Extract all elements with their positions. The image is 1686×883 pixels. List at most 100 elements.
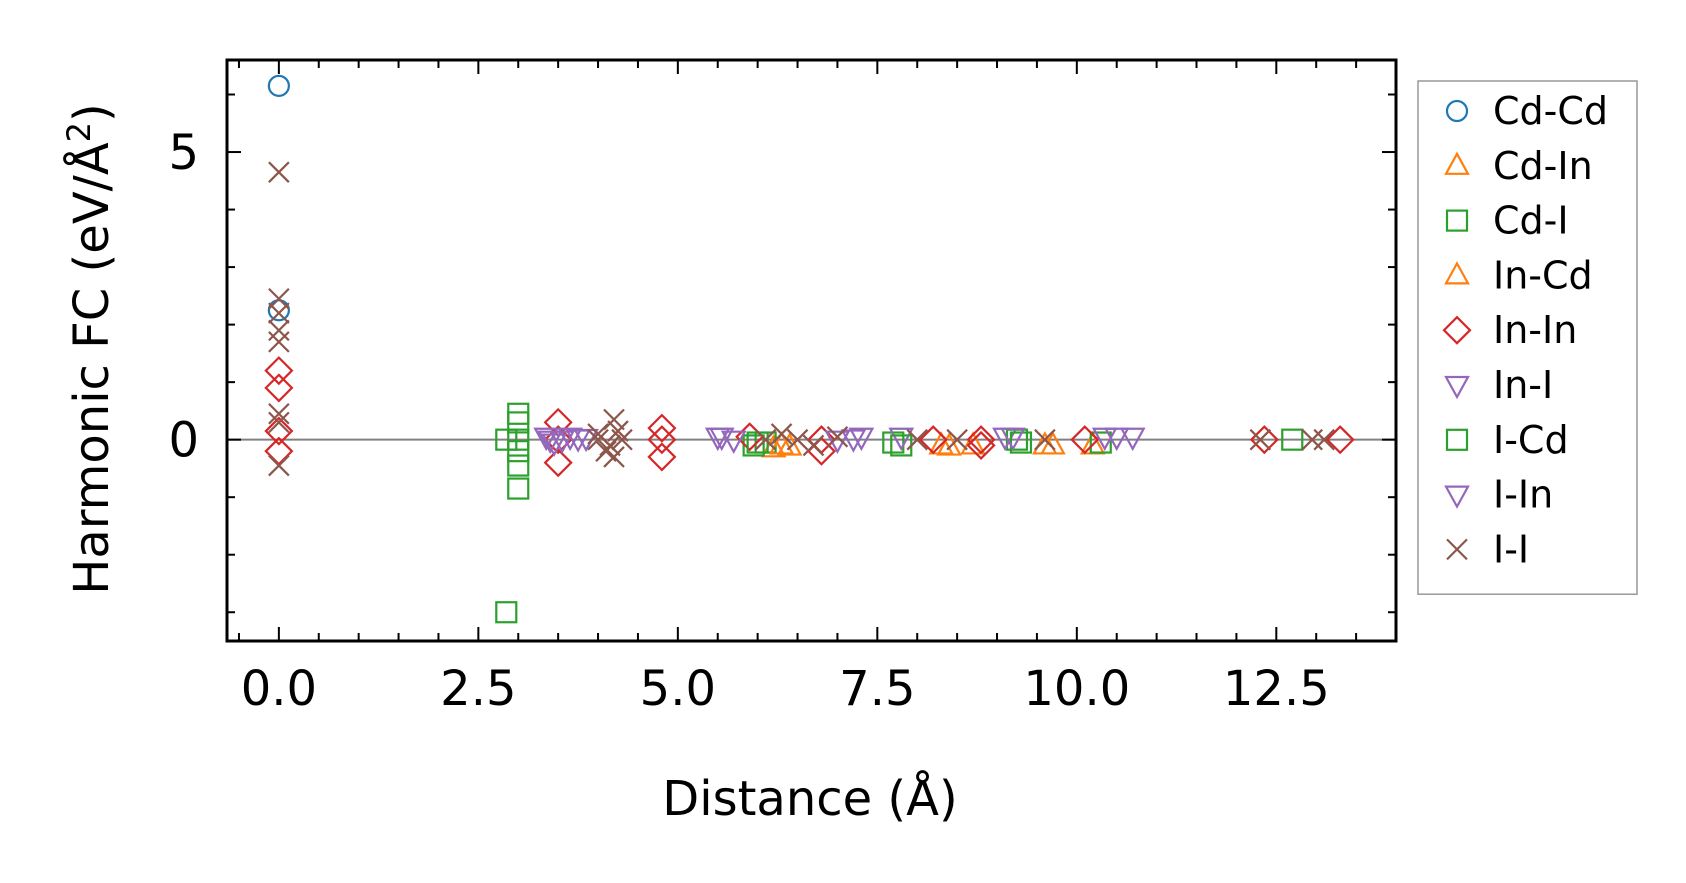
data-point [647, 413, 677, 443]
data-point [708, 427, 735, 452]
data-point [754, 428, 777, 451]
data-point [603, 408, 625, 431]
data-point [557, 427, 583, 452]
data-point [267, 299, 290, 322]
data-point [906, 428, 929, 451]
legend-marker [1445, 99, 1469, 123]
data-point [267, 74, 290, 97]
data-point [1070, 425, 1100, 455]
data-point [770, 423, 793, 445]
data-point [826, 426, 849, 448]
data-point [840, 429, 867, 453]
data-point [936, 432, 963, 456]
data-point [1325, 425, 1355, 455]
series-cd-i [495, 402, 1304, 624]
legend-marker [1444, 375, 1470, 400]
legend-marker [1444, 261, 1470, 285]
series-i-i [268, 161, 1335, 477]
data-point [888, 427, 915, 452]
data-point [607, 420, 629, 442]
legend-label: Cd-I [1493, 199, 1569, 243]
legend-marker [1444, 151, 1470, 175]
legend-entry: In-I [1444, 363, 1553, 407]
data-point [647, 442, 677, 472]
data-point [1040, 431, 1066, 455]
data-point [599, 434, 621, 457]
data-point [768, 431, 795, 455]
data-point [507, 428, 530, 451]
data-point [541, 433, 568, 457]
data-point [268, 302, 290, 324]
data-point [264, 416, 294, 446]
legend-box [1417, 80, 1638, 595]
data-point [533, 427, 560, 452]
data-point [507, 402, 530, 425]
series-cd-cd [267, 74, 290, 322]
data-point [507, 454, 530, 477]
data-point [495, 428, 518, 451]
y-axis-label-main: Harmonic FC (eV/Å [63, 142, 120, 595]
data-point [1000, 427, 1026, 452]
data-point [1103, 427, 1130, 452]
data-point [268, 319, 290, 342]
y-axis-label-superscript: 2 [60, 122, 98, 142]
legend-marker [1445, 209, 1469, 232]
data-point [1089, 431, 1112, 454]
legend-label: I-In [1493, 473, 1553, 517]
data-point [786, 428, 809, 451]
legend-entry: In-Cd [1444, 253, 1593, 297]
data-point [966, 430, 996, 460]
legend-label: Cd-Cd [1493, 89, 1608, 133]
legend-entry: Cd-In [1444, 144, 1593, 188]
legend-marker [1442, 315, 1472, 345]
data-point [1249, 428, 1272, 451]
data-point [802, 434, 825, 457]
data-point [587, 428, 609, 451]
data-point [946, 428, 968, 451]
data-point [928, 431, 955, 455]
legend: Cd-Cd Cd-In Cd-I In-Cd In-In In-I I-Cd I-In I-I [1417, 80, 1638, 595]
legend-label: In-In [1493, 308, 1577, 352]
series-i-in [537, 427, 1130, 454]
legend-label: I-Cd [1493, 418, 1569, 462]
x-tick-label: 12.5 [1223, 661, 1330, 717]
x-axis-label: Distance (Å) [662, 770, 957, 827]
y-axis-label-close: ) [64, 103, 120, 122]
data-point [264, 356, 294, 386]
data-point [960, 431, 986, 455]
x-tick-label: 2.5 [440, 661, 516, 717]
legend-entry: I-In [1444, 473, 1553, 517]
legend-entry: I-Cd [1445, 418, 1569, 462]
y-tick-label: 0 [168, 413, 199, 469]
x-tick-label: 7.5 [839, 661, 915, 717]
data-point [848, 427, 875, 452]
data-point [1034, 428, 1056, 451]
legend-label: In-I [1493, 363, 1553, 407]
x-tick-label: 0.0 [241, 661, 317, 717]
data-point [537, 430, 564, 454]
legend-label: In-Cd [1493, 253, 1593, 297]
data-point [1119, 427, 1146, 452]
y-tick-label: 5 [168, 125, 199, 181]
data-point [918, 425, 948, 455]
plot-area [227, 74, 1396, 624]
data-point [720, 430, 747, 454]
data-point [966, 425, 996, 455]
data-point [268, 411, 290, 434]
data-point [268, 402, 290, 425]
data-point [742, 434, 765, 457]
data-point [507, 411, 530, 434]
data-point [268, 331, 290, 353]
data-point [268, 454, 290, 477]
axes: 0.0 2.5 5.0 7.5 10.0 12.5 0 5 [168, 58, 1398, 717]
data-point [264, 436, 294, 466]
legend-entry: Cd-Cd [1445, 89, 1608, 133]
legend-entry: Cd-I [1445, 199, 1569, 243]
data-point [776, 432, 803, 456]
legend-entry: In-In [1442, 308, 1577, 352]
data-point [543, 448, 573, 478]
data-point [1313, 428, 1335, 451]
legend-marker [1446, 538, 1468, 561]
data-point [507, 477, 530, 500]
